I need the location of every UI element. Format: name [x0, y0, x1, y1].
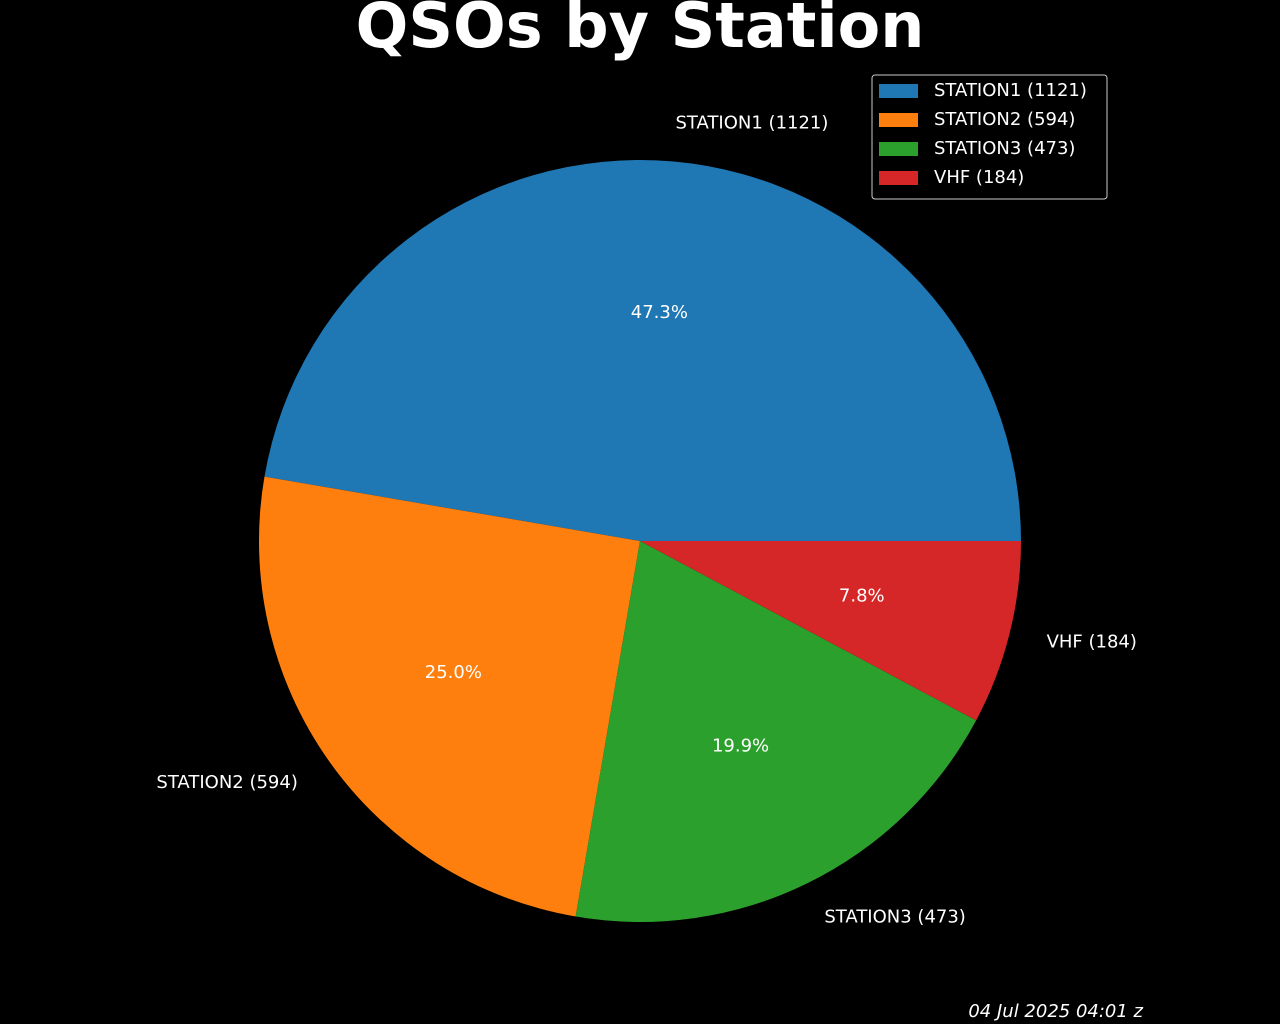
percent-label: 25.0%: [425, 662, 482, 683]
legend-frame: [871, 74, 1108, 200]
pie-slice: [575, 541, 977, 922]
legend-label: STATION1 (1121): [934, 80, 1087, 101]
pie-slice: [640, 541, 1021, 721]
slice-label: STATION2 (594): [156, 772, 297, 793]
percent-label: 7.8%: [839, 585, 885, 606]
percent-label: 47.3%: [631, 302, 688, 323]
legend: STATION1 (1121) STATION2 (594) STATION3 (4…: [871, 74, 1108, 200]
chart-title: QSOs by Station: [356, 0, 925, 62]
pie-slice: [264, 160, 1021, 541]
legend-label: STATION2 (594): [934, 109, 1075, 130]
percent-label: 19.9%: [712, 735, 769, 756]
legend-swatch: [879, 113, 918, 127]
slice-label: STATION1 (1121): [676, 112, 829, 133]
legend-swatch: [879, 171, 918, 185]
timestamp: 04 Jul 2025 04:01 z: [968, 1001, 1143, 1022]
legend-label: STATION3 (473): [934, 138, 1075, 159]
legend-swatch: [879, 142, 918, 156]
legend-label: VHF (184): [934, 167, 1024, 188]
slice-label: STATION3 (473): [824, 906, 965, 927]
legend-swatch: [879, 84, 918, 98]
pie-slice: [259, 476, 640, 917]
slice-label: VHF (184): [1047, 632, 1137, 653]
